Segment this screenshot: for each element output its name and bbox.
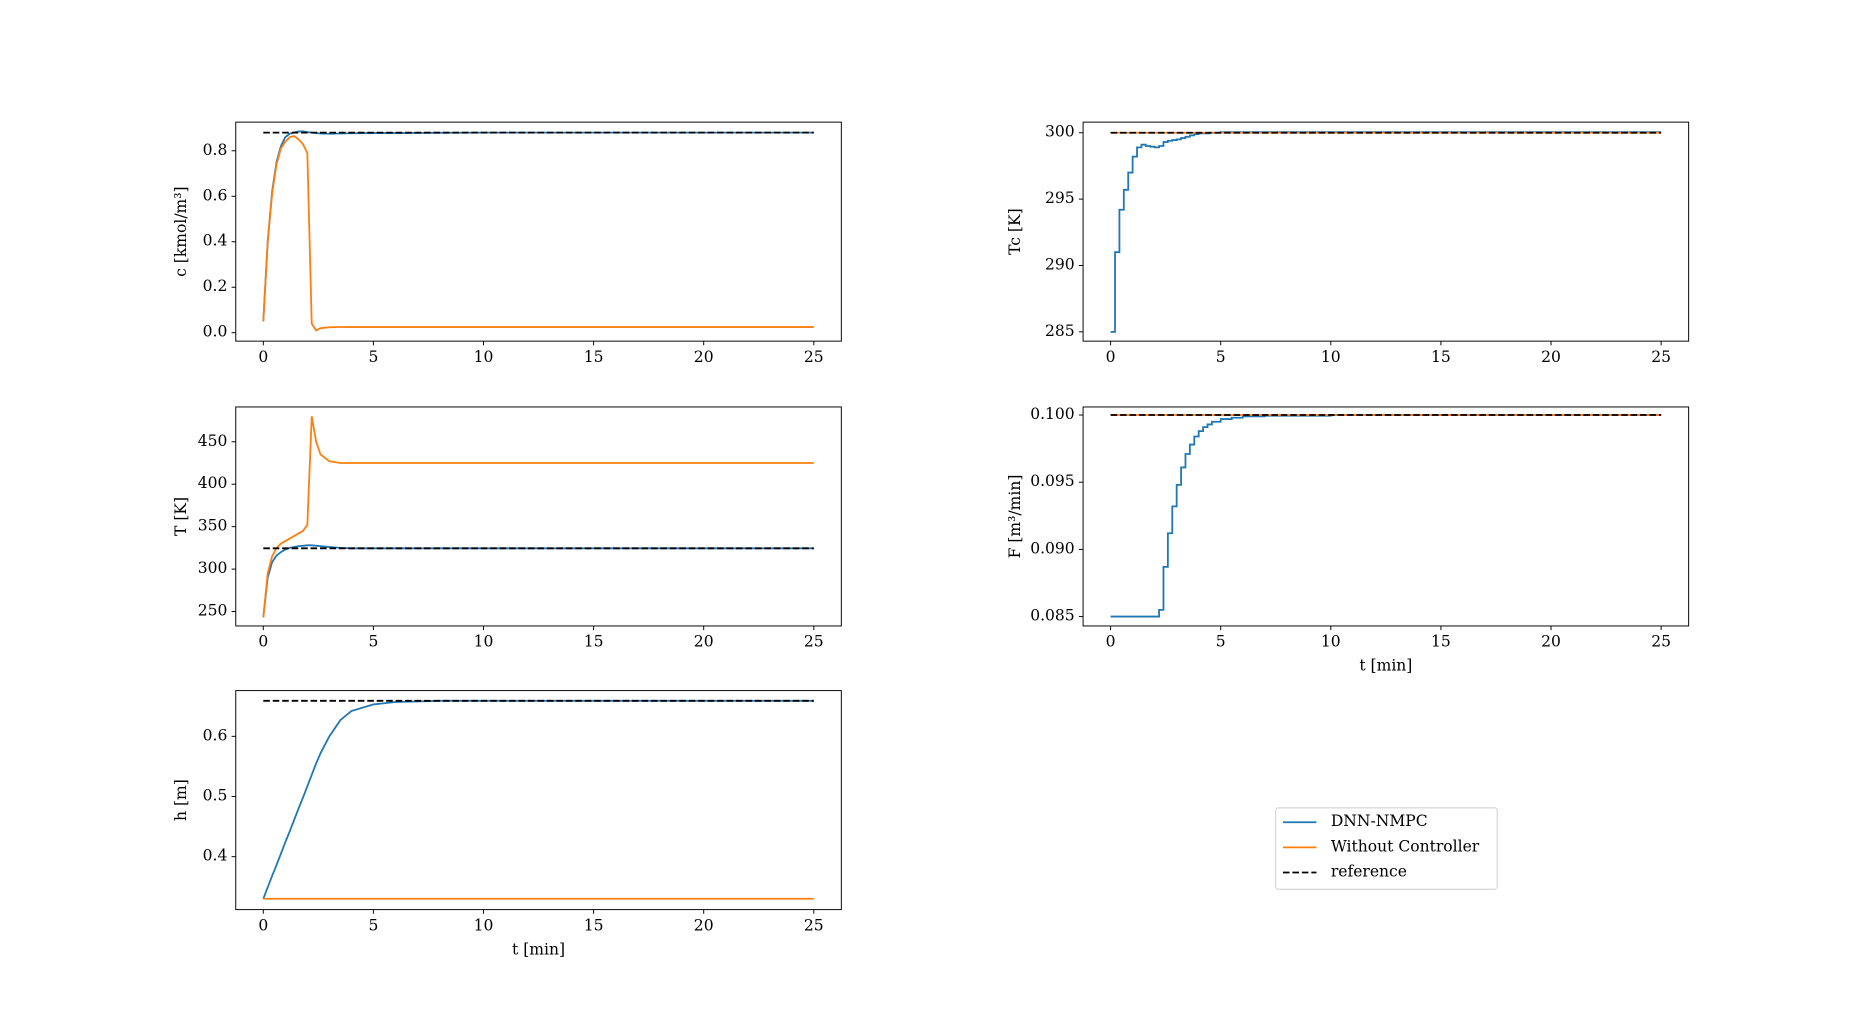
y-tick-label: 0.6 — [203, 726, 228, 744]
y-axis-label: Tc [K] — [1006, 208, 1024, 255]
x-tick-label: 25 — [804, 633, 824, 651]
x-tick-label: 20 — [694, 348, 714, 366]
y-tick-label: 450 — [198, 432, 228, 450]
x-tick-label: 5 — [368, 633, 378, 651]
y-axis-label: c [kmol/m³] — [172, 186, 190, 276]
y-tick-label: 0.8 — [203, 141, 228, 159]
y-tick-label: 0.0 — [203, 323, 228, 341]
x-tick-label: 20 — [694, 633, 714, 651]
series-line — [262, 699, 814, 900]
y-tick-label: 0.090 — [1030, 539, 1075, 557]
legend-label: Without Controller — [1331, 837, 1480, 855]
y-tick-label: 0.6 — [203, 186, 228, 204]
x-tick-label: 15 — [584, 916, 604, 934]
x-tick-label: 10 — [474, 348, 494, 366]
y-tick-label: 300 — [198, 559, 228, 577]
y-tick-label: 285 — [1045, 322, 1075, 340]
y-tick-label: 250 — [198, 602, 228, 620]
x-tick-label: 5 — [1216, 348, 1226, 366]
series-line — [262, 130, 814, 322]
series-line — [262, 416, 814, 618]
x-tick-label: 25 — [1651, 348, 1671, 366]
series-line — [1110, 414, 1662, 618]
y-tick-label: 0.085 — [1030, 607, 1075, 625]
axes-frame — [1082, 121, 1690, 342]
series-line — [262, 135, 814, 332]
x-tick-label: 20 — [694, 916, 714, 934]
x-tick-label: 0 — [1106, 348, 1116, 366]
x-tick-label: 0 — [258, 633, 268, 651]
legend-label: DNN-NMPC — [1331, 812, 1428, 830]
x-tick-label: 0 — [258, 916, 268, 934]
series-line — [262, 544, 814, 618]
x-tick-label: 5 — [368, 916, 378, 934]
x-tick-label: 20 — [1541, 633, 1561, 651]
axes-frame — [235, 121, 842, 342]
x-tick-label: 15 — [584, 633, 604, 651]
y-tick-label: 0.5 — [203, 786, 228, 804]
axes-frame — [235, 690, 842, 911]
x-axis-label: t [min] — [512, 940, 565, 958]
x-tick-label: 25 — [804, 916, 824, 934]
legend-frame — [1275, 807, 1498, 890]
x-tick-label: 15 — [1431, 633, 1451, 651]
axes-frame — [235, 406, 842, 627]
x-tick-label: 5 — [368, 348, 378, 366]
y-tick-label: 290 — [1045, 255, 1075, 273]
x-tick-label: 20 — [1541, 348, 1561, 366]
x-tick-label: 0 — [1106, 633, 1116, 651]
y-tick-label: 400 — [198, 474, 228, 492]
x-axis-label: t [min] — [1359, 657, 1412, 675]
x-tick-label: 5 — [1216, 633, 1226, 651]
y-tick-label: 300 — [1045, 123, 1075, 141]
x-tick-label: 15 — [584, 348, 604, 366]
legend-label: reference — [1331, 863, 1407, 881]
y-tick-label: 0.2 — [203, 277, 228, 295]
y-tick-label: 0.095 — [1030, 472, 1075, 490]
x-tick-label: 10 — [474, 633, 494, 651]
y-tick-label: 295 — [1045, 189, 1075, 207]
x-tick-label: 25 — [804, 348, 824, 366]
x-tick-label: 0 — [258, 348, 268, 366]
axes-frame — [1082, 406, 1690, 627]
y-axis-label: F [m³/min] — [1006, 475, 1024, 559]
y-axis-label: h [m] — [172, 779, 190, 821]
y-tick-label: 350 — [198, 517, 228, 535]
y-tick-label: 0.4 — [203, 232, 228, 250]
x-tick-label: 10 — [1321, 633, 1341, 651]
y-tick-label: 0.100 — [1030, 405, 1075, 423]
y-axis-label: T [K] — [172, 497, 190, 536]
x-tick-label: 25 — [1651, 633, 1671, 651]
x-tick-label: 10 — [474, 916, 494, 934]
x-tick-label: 10 — [1321, 348, 1341, 366]
y-tick-label: 0.4 — [203, 847, 228, 865]
x-tick-label: 15 — [1431, 348, 1451, 366]
series-line — [1110, 131, 1662, 333]
